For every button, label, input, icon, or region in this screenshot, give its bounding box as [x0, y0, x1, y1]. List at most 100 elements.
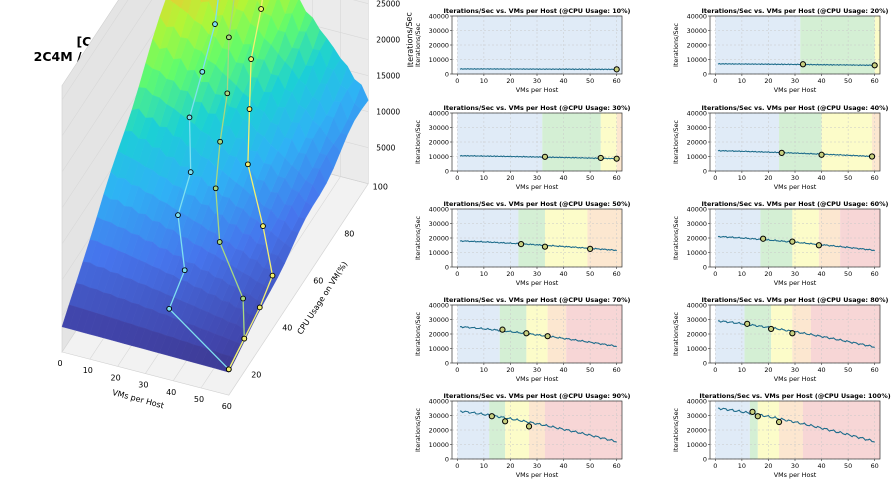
x-tick-label: 20	[506, 366, 514, 374]
x-tick-label: 60	[613, 462, 621, 470]
optimal-path-marker	[216, 239, 223, 245]
z-tick-label: 15000	[376, 72, 400, 81]
x-tick-label: 30	[791, 77, 799, 85]
y-tick-label: 40000	[687, 109, 707, 117]
x-tick-label: 0	[713, 77, 717, 85]
x-tick-label: 0	[455, 174, 459, 182]
x-tick-label: 60	[871, 366, 879, 374]
zone-band-red	[810, 305, 880, 363]
optimal-point-marker	[818, 151, 825, 158]
optimal-point-marker	[815, 242, 823, 249]
surface-facet	[61, 304, 77, 329]
x-tick-label: 30	[791, 174, 799, 182]
optimal-point-marker	[613, 66, 620, 73]
x-tick-label: 60	[871, 174, 879, 182]
optimal-point-marker	[760, 235, 767, 242]
y-tick-label: 10000	[429, 249, 449, 257]
x-tick-label: 50	[194, 395, 204, 404]
y-tick-label: 30000	[687, 220, 707, 228]
x-tick-label: 50	[844, 366, 852, 374]
x-axis-label: VMs per Host	[111, 388, 165, 410]
y-tick-label: 30000	[429, 412, 449, 420]
y-tick-label: 40000	[429, 397, 449, 405]
y-tick-label: 20000	[429, 41, 449, 49]
x-tick-label: 40	[559, 270, 567, 278]
x-tick-label: 10	[480, 462, 488, 470]
x-tick-label: 60	[613, 77, 621, 85]
x-tick-label: 40	[559, 462, 567, 470]
x-tick-label: 10	[738, 174, 746, 182]
x-tick-label: 10	[738, 462, 746, 470]
x-tick-label: 50	[844, 462, 852, 470]
y-tick-label: 0	[703, 70, 707, 78]
optimal-point-marker	[775, 418, 783, 426]
series-line	[459, 67, 617, 71]
subplot-cpu-100: Iterations/Sec vs. VMs per Host (@CPU Us…	[672, 392, 891, 479]
x-tick-label: 30	[533, 366, 541, 374]
optimal-path-marker	[225, 366, 232, 373]
x-tick-label: 60	[613, 366, 621, 374]
y-tick-label: 40000	[429, 205, 449, 213]
subplot-cpu-40: Iterations/Sec vs. VMs per Host (@CPU Us…	[672, 104, 889, 191]
z-axis-label: Iterations/Sec	[404, 12, 415, 67]
grid-line-z	[61, 0, 129, 101]
optimal-point-marker	[499, 326, 506, 333]
optimal-point-marker	[523, 330, 530, 337]
y-axis-label: Iterations/Sec	[672, 215, 680, 260]
surface-mesh	[61, 0, 369, 373]
y-tick-label: 40000	[687, 301, 707, 309]
y-axis-label: Iterations/Sec	[414, 215, 422, 260]
x-tick-label: 50	[844, 77, 852, 85]
subplot-title: Iterations/Sec vs. VMs per Host (@CPU Us…	[702, 200, 889, 208]
y-axis-label: Iterations/Sec	[414, 22, 422, 67]
x-tick-label: 10	[738, 366, 746, 374]
x-tick-label: 60	[613, 174, 621, 182]
surface-3d-panel: 0 10 20 30 40 50 60 20 40 60 80 100 5000 10000 15000 20…	[57, 0, 415, 411]
series-line	[459, 154, 617, 160]
y-tick-label: 0	[445, 359, 449, 367]
optimal-path-marker	[258, 6, 264, 12]
optimal-path-marker	[226, 34, 232, 41]
x-tick-label: 20	[764, 462, 772, 470]
x-tick-label: 20	[764, 174, 772, 182]
x-tick-label: 20	[764, 366, 772, 374]
subplot-cpu-80: Iterations/Sec vs. VMs per Host (@CPU Us…	[672, 296, 889, 383]
y-tick-label: 40000	[687, 397, 707, 405]
subplot-cpu-60: Iterations/Sec vs. VMs per Host (@CPU Us…	[672, 200, 889, 287]
optimal-path-marker	[260, 223, 266, 229]
optimal-path-marker	[224, 90, 231, 97]
optimal-path-marker	[248, 56, 254, 62]
optimal-path-marker	[212, 21, 218, 27]
y-tick-label: 30000	[687, 124, 707, 132]
x-tick-label: 0	[455, 462, 459, 470]
y-tick-label: 40000	[429, 109, 449, 117]
y-tick-label: 60	[313, 277, 323, 286]
series-line	[717, 235, 875, 252]
x-tick-label: 50	[586, 462, 594, 470]
x-tick-label: 30	[791, 366, 799, 374]
y-tick-label: 30000	[429, 220, 449, 228]
optimal-point-marker	[541, 153, 549, 160]
optimal-path-marker	[175, 212, 181, 218]
zone-band-blue	[715, 401, 750, 459]
grid-line-x	[228, 0, 369, 396]
y-tick-label: 10000	[687, 249, 707, 257]
x-tick-label: 0	[57, 359, 62, 368]
x-tick-label: 0	[455, 77, 459, 85]
x-tick-label: 20	[506, 270, 514, 278]
optimal-path-line	[228, 0, 274, 370]
y-tick-label: 10000	[687, 56, 707, 64]
subplot-cpu-70: Iterations/Sec vs. VMs per Host (@CPU Us…	[414, 296, 631, 383]
y-tick-label: 30000	[429, 124, 449, 132]
subplot-title: Iterations/Sec vs. VMs per Host (@CPU Us…	[444, 200, 631, 208]
subplot-title: Iterations/Sec vs. VMs per Host (@CPU Us…	[444, 7, 631, 15]
x-tick-label: 0	[713, 366, 717, 374]
y-tick-label: 20000	[687, 234, 707, 242]
x-tick-label: 0	[455, 270, 459, 278]
y-tick-label: 10000	[429, 153, 449, 161]
optimal-point-marker	[597, 154, 604, 162]
x-tick-label: 10	[480, 77, 488, 85]
x-tick-label: 10	[738, 270, 746, 278]
y-tick-label: 80	[344, 230, 354, 239]
optimal-point-marker	[613, 155, 620, 162]
